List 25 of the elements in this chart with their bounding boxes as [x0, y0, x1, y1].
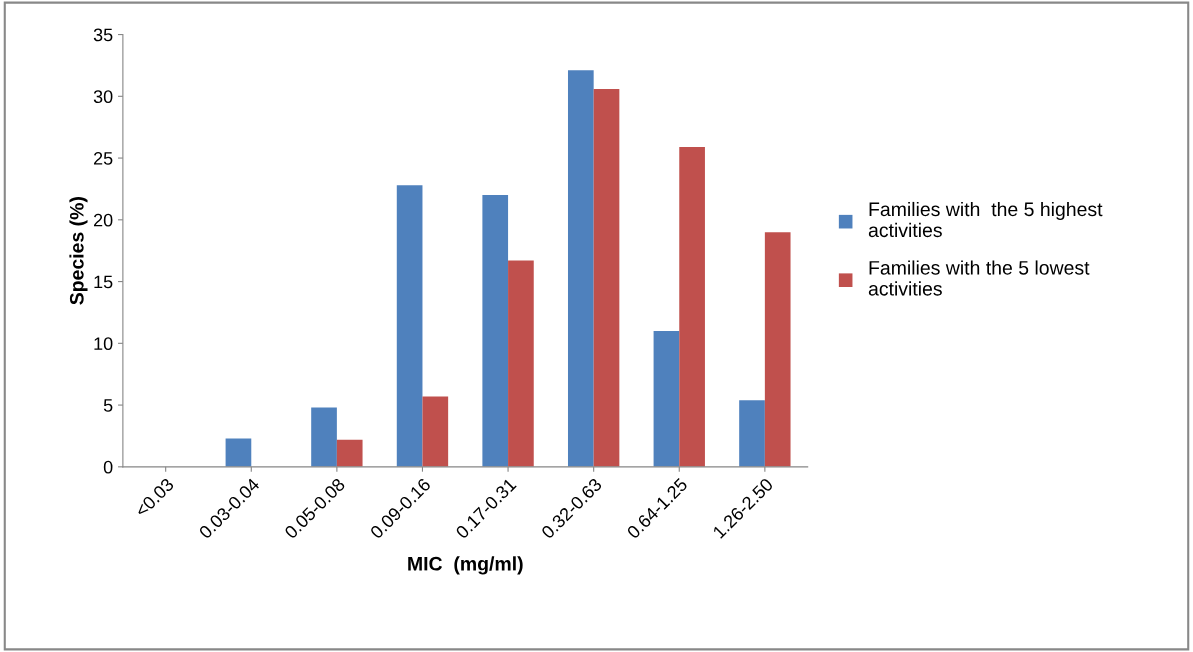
legend-label: Families with the 5 highest activities	[868, 201, 1103, 238]
bar	[422, 396, 449, 467]
y-tick-label: 5	[103, 399, 113, 412]
bar	[225, 438, 252, 467]
y-tick-label: 20	[93, 213, 113, 227]
bar	[336, 439, 363, 467]
y-tick-label: 30	[93, 90, 113, 104]
bar	[739, 400, 765, 467]
bar	[679, 146, 705, 467]
x-axis-title: MIC (mg/ml)	[408, 556, 523, 575]
bar	[508, 260, 534, 467]
bar	[311, 407, 337, 467]
bar	[653, 330, 680, 467]
y-tick-label: 25	[93, 152, 113, 165]
bar	[567, 70, 594, 467]
y-tick-label: 35	[93, 28, 113, 42]
legend-label: Families with the 5 lowest activities	[868, 260, 1090, 296]
bar	[764, 232, 791, 467]
bar	[482, 195, 509, 467]
y-axis-title: Species (%)	[69, 197, 88, 305]
bar	[593, 88, 620, 467]
y-tick-label: 10	[94, 337, 113, 351]
y-tick-label: 0	[103, 460, 113, 474]
y-tick-label: 15	[94, 275, 113, 289]
bar	[396, 185, 423, 467]
